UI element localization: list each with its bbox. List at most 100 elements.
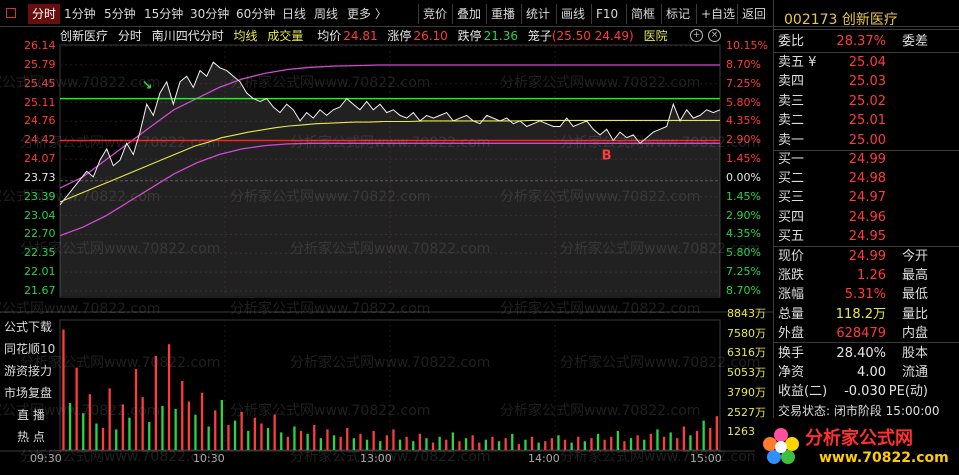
volume-bar	[709, 427, 712, 450]
signal-marker: ↘	[142, 79, 153, 94]
pct-tick-label: 5.80%	[726, 246, 761, 260]
stat2-row-label: 收益(二)	[778, 384, 828, 400]
volume-bar	[669, 432, 672, 450]
add-watchlist-button[interactable]: +自选	[696, 4, 739, 24]
logo-text: 分析家公式网	[805, 428, 913, 449]
volume-bar	[247, 430, 250, 450]
volume-bar	[148, 422, 151, 450]
volume-bar	[372, 430, 375, 450]
tab-5min[interactable]: 5分钟	[104, 7, 136, 21]
volume-tick-label: 7580万	[727, 326, 766, 340]
draw-button[interactable]: 画线	[556, 4, 589, 24]
ask-row-label: 卖二	[778, 113, 805, 129]
stat2-row[interactable]: 净资 4.00 流通	[778, 363, 956, 382]
stat2-row[interactable]: 换手 28.40% 股本	[778, 344, 956, 363]
bid-row[interactable]: 买五 24.95	[778, 227, 956, 246]
volume-bar	[293, 426, 296, 450]
ths10-button[interactable]: 同花顺10	[4, 342, 56, 356]
time-tick-label: 14:00	[528, 452, 560, 465]
tab-intraday[interactable]: 分时	[28, 4, 61, 24]
bid-row-value: 24.95	[848, 228, 886, 244]
volume-bar	[339, 436, 342, 450]
stat-row-value: 5.31%	[844, 287, 886, 303]
volume-bar	[583, 441, 586, 450]
volume-bar	[689, 435, 692, 450]
pct-tick-label: 4.35%	[726, 114, 761, 128]
sector-label[interactable]: 医院	[643, 29, 668, 43]
tab-30min[interactable]: 30分钟	[190, 7, 230, 21]
stat-row[interactable]: 外盘 628479 内盘	[778, 324, 956, 343]
volume-bar	[570, 442, 573, 450]
indicator-name[interactable]: 南川四代分时	[151, 29, 224, 43]
overlay-button[interactable]: 叠加	[452, 4, 485, 24]
volume-bar	[154, 355, 157, 450]
order-ratio-row: 委比 28.37% 委差	[778, 32, 956, 51]
simple-frame-button[interactable]: 简框	[626, 4, 659, 24]
volume-bar	[484, 439, 487, 450]
close-indicator-icon[interactable]: ×	[708, 29, 721, 42]
ask-row[interactable]: 卖三 25.02	[778, 92, 956, 111]
tab-15min[interactable]: 15分钟	[144, 7, 184, 21]
bid-row-label: 买五	[778, 228, 805, 244]
volume-bar	[121, 404, 124, 450]
volume-bar	[563, 439, 567, 450]
stat2-row-label: 净资	[778, 365, 805, 381]
volume-tick-label: 2527万	[727, 405, 766, 419]
market-review-button[interactable]: 市场复盘	[4, 386, 53, 400]
add-indicator-icon[interactable]: +	[690, 29, 703, 42]
price-tick-label: 25.45	[24, 76, 56, 90]
tab-60min[interactable]: 60分钟	[236, 7, 276, 21]
volume-bar	[544, 441, 547, 450]
stock-code-name: 002173 创新医疗	[784, 12, 898, 28]
live-button[interactable]: 直 播	[17, 408, 45, 422]
avg-price-label: 均价	[317, 29, 342, 43]
formula-download-button[interactable]: 公式下载	[4, 320, 53, 334]
tab-more[interactable]: 更多 〉	[347, 7, 387, 21]
pct-tick-label: 8.70%	[726, 57, 761, 71]
ask-row-value: 25.02	[848, 93, 886, 109]
bid-row[interactable]: 买三 24.97	[778, 188, 956, 207]
replay-button[interactable]: 重播	[486, 4, 519, 24]
bid-row[interactable]: 买二 24.98	[778, 169, 956, 188]
volume-bar	[194, 414, 197, 450]
volume-bar	[405, 436, 408, 450]
volume-bar	[610, 436, 613, 450]
ask-row[interactable]: 卖五 ¥ 25.04	[778, 53, 956, 72]
hot-money-button[interactable]: 游资接力	[4, 364, 53, 378]
ask-row[interactable]: 卖四 25.03	[778, 72, 956, 91]
tab-weekly[interactable]: 周线	[314, 7, 339, 21]
stat-row[interactable]: 涨幅 5.31% 最低	[778, 285, 956, 304]
tab-daily[interactable]: 日线	[282, 7, 307, 21]
stat2-row-value: 28.40%	[836, 346, 886, 361]
stats-button[interactable]: 统计	[521, 4, 554, 24]
ask-row-value: 25.00	[848, 132, 886, 148]
auction-button[interactable]: 竞价	[418, 4, 451, 24]
volume-bar	[451, 432, 454, 450]
price-pane-frame	[59, 44, 721, 298]
ask-row[interactable]: 卖一 25.00	[778, 131, 956, 150]
volume-bar	[412, 441, 415, 450]
hotspot-button[interactable]: 热 点	[17, 430, 45, 444]
price-tick-label: 24.07	[24, 152, 56, 166]
volume-bar	[557, 435, 560, 450]
volume-bar	[478, 442, 481, 450]
time-tick-label: 10:30	[193, 452, 225, 465]
mark-button[interactable]: 标记	[661, 4, 694, 24]
f10-button[interactable]: F10	[591, 4, 622, 24]
bid-row-label: 买四	[778, 209, 805, 225]
bid-row-value: 24.98	[848, 171, 886, 187]
stat2-row[interactable]: 收益(二) -0.030 PE(动)	[778, 382, 956, 401]
back-button[interactable]: 返回	[737, 4, 770, 24]
ask-row[interactable]: 卖二 25.01	[778, 111, 956, 130]
stat2-row-label2: 流通	[901, 365, 928, 381]
stat-row[interactable]: 总量 118.2万 量比	[778, 305, 956, 324]
bid-row[interactable]: 买一 24.99	[778, 150, 956, 169]
stat-row-label2: 今开	[901, 249, 928, 264]
bid-row[interactable]: 买四 24.96	[778, 208, 956, 227]
stat-row[interactable]: 涨跌 1.26 最高	[778, 266, 956, 285]
window-toggle-icon[interactable]	[6, 8, 16, 18]
stat2-row-label2: 股本	[901, 346, 928, 361]
tab-1min[interactable]: 1分钟	[64, 7, 96, 21]
stat-row[interactable]: 现价 24.99 今开	[778, 247, 956, 266]
